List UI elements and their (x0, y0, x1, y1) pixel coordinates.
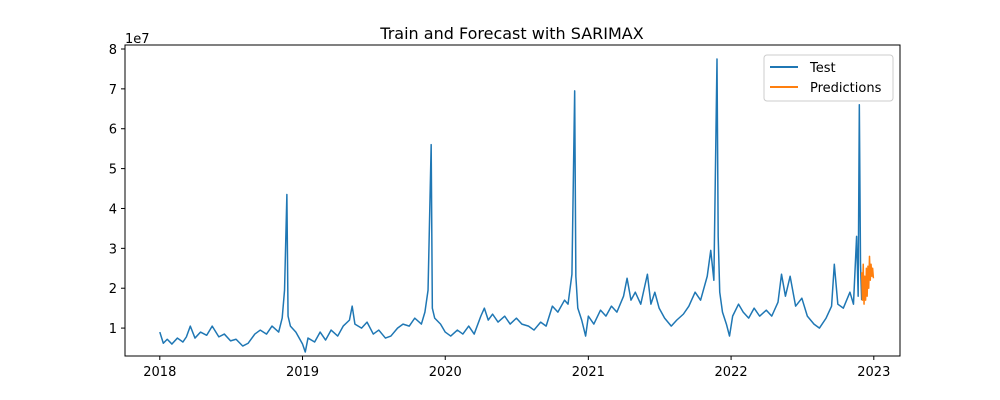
x-tick-label: 2019 (286, 365, 319, 380)
y-tick-label: 7 (109, 83, 117, 98)
x-tick-label: 2022 (715, 365, 748, 380)
axes: 2018 2019 2020 2021 2022 2023 1 2 3 4 5 6 7 8 (109, 43, 901, 380)
legend-label: Predictions (810, 81, 882, 96)
x-tick-label: 2018 (143, 365, 176, 380)
legend-label: Test (809, 61, 836, 76)
series-line-predictions (860, 255, 875, 305)
y-tick-label: 3 (109, 242, 117, 257)
plot-frame (124, 44, 901, 357)
y-tick-label: 4 (109, 202, 117, 217)
x-tick-label: 2020 (429, 365, 462, 380)
y-tick-label: 1 (109, 322, 117, 337)
y-offset-label: 1e7 (125, 32, 150, 47)
y-tick-label: 6 (109, 123, 117, 138)
legend: Test Predictions (763, 54, 894, 102)
y-tick-label: 2 (109, 282, 117, 297)
y-tick-label: 8 (109, 43, 117, 58)
x-tick-label: 2023 (857, 365, 890, 380)
series-line-test (159, 58, 863, 353)
y-tick-label: 5 (109, 163, 117, 178)
plot-area (159, 58, 875, 353)
chart-title: Train and Forecast with SARIMAX (379, 24, 643, 43)
x-tick-label: 2021 (572, 365, 605, 380)
